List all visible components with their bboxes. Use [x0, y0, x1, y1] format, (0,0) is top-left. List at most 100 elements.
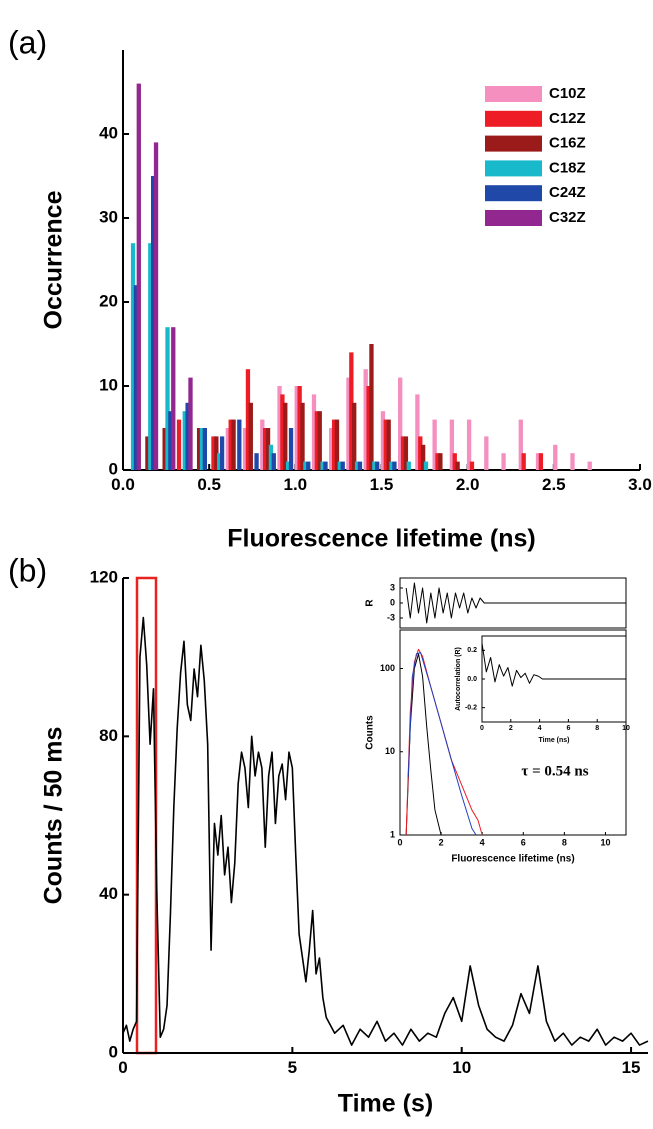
- bar: [148, 243, 153, 470]
- y-tick-label: 20: [99, 291, 118, 310]
- x-tick-label: 2: [439, 837, 444, 847]
- x-tick-label: 0.0: [111, 475, 135, 494]
- bar: [314, 411, 320, 470]
- bar: [418, 436, 423, 470]
- bar: [587, 461, 592, 470]
- bar: [237, 419, 242, 470]
- x-tick-label: 0: [118, 1058, 127, 1077]
- annotation: τ = 0.54 ns: [521, 763, 588, 779]
- bar: [199, 428, 205, 470]
- data-line: [405, 653, 442, 836]
- y-tick-label: 80: [99, 726, 118, 745]
- bar: [420, 444, 426, 470]
- legend-swatch: [485, 210, 542, 226]
- bar: [151, 176, 156, 470]
- bar: [263, 428, 268, 470]
- bar: [521, 453, 526, 470]
- y-tick-label: 0: [109, 459, 118, 478]
- x-tick-label: 5: [288, 1058, 297, 1077]
- bar: [340, 461, 345, 470]
- bar: [130, 243, 136, 470]
- bar: [484, 436, 489, 470]
- bar: [136, 83, 141, 470]
- bar: [435, 453, 440, 470]
- bar: [271, 453, 276, 470]
- bar: [346, 377, 351, 470]
- bar: [538, 453, 544, 470]
- bar: [570, 453, 575, 470]
- x-tick-label: 1.0: [284, 475, 308, 494]
- bar: [380, 411, 386, 470]
- legend-label: C32Z: [549, 209, 586, 226]
- bar: [438, 453, 443, 470]
- y-tick-label: 0: [109, 1042, 118, 1061]
- bar: [334, 419, 340, 470]
- panel-label: (a): [8, 24, 47, 60]
- y-axis-title: R: [365, 599, 376, 607]
- bar: [182, 411, 187, 470]
- x-tick-label: 2.5: [542, 475, 566, 494]
- x-tick-label: 2.0: [456, 475, 480, 494]
- bar: [369, 344, 374, 470]
- data-line: [122, 616, 649, 1046]
- x-tick-label: 6: [521, 837, 526, 847]
- bar: [329, 428, 334, 470]
- y-tick-label: -0.2: [465, 705, 477, 712]
- bar: [303, 461, 308, 470]
- y-tick-label: 10: [385, 746, 395, 756]
- bar: [423, 461, 429, 470]
- bar: [231, 419, 236, 470]
- y-axis-title: Counts: [365, 715, 376, 750]
- bar: [432, 419, 437, 470]
- x-axis-title: Time (ns): [539, 737, 570, 744]
- bar: [188, 377, 193, 470]
- y-tick-label: 40: [99, 884, 118, 903]
- panel-label: (b): [8, 552, 47, 588]
- bar: [449, 419, 455, 470]
- bar: [349, 352, 354, 470]
- bar: [248, 402, 253, 470]
- bar: [389, 461, 394, 470]
- legend-swatch: [485, 185, 542, 202]
- x-tick-label: 4: [480, 837, 485, 847]
- bar: [280, 394, 285, 470]
- bar: [320, 461, 325, 470]
- bar: [211, 436, 216, 470]
- bar: [452, 453, 457, 470]
- x-tick-label: 10: [622, 725, 630, 732]
- legend-label: C10Z: [549, 85, 586, 102]
- bar: [176, 419, 182, 470]
- bar: [403, 436, 409, 470]
- bar: [352, 402, 357, 470]
- y-tick-label: 120: [90, 567, 118, 586]
- bar: [553, 444, 558, 470]
- x-tick-label: 10: [600, 837, 610, 847]
- legend-label: C18Z: [549, 159, 586, 176]
- bar: [297, 386, 302, 470]
- x-tick-label: 3.0: [628, 475, 652, 494]
- legend-swatch: [485, 110, 542, 127]
- legend-swatch: [485, 160, 542, 177]
- bar: [285, 461, 291, 470]
- y-tick-label: 30: [99, 207, 118, 226]
- bar: [366, 386, 371, 470]
- bar: [254, 453, 259, 470]
- bar: [219, 436, 225, 470]
- bar: [406, 461, 411, 470]
- x-axis-title: Fluorescence lifetime (ns): [227, 525, 535, 553]
- bar: [277, 386, 282, 470]
- bar: [153, 142, 159, 470]
- bar: [145, 436, 150, 470]
- x-axis-title: Time (s): [338, 1090, 433, 1118]
- y-tick-label: 40: [99, 123, 118, 142]
- bar: [133, 285, 139, 470]
- bar: [288, 428, 294, 470]
- y-tick-label: 0: [390, 597, 395, 607]
- y-tick-label: 0.2: [467, 647, 477, 654]
- bar: [455, 461, 460, 470]
- bar: [375, 461, 380, 470]
- bar: [225, 428, 230, 470]
- bar: [466, 419, 472, 470]
- bar: [392, 461, 397, 470]
